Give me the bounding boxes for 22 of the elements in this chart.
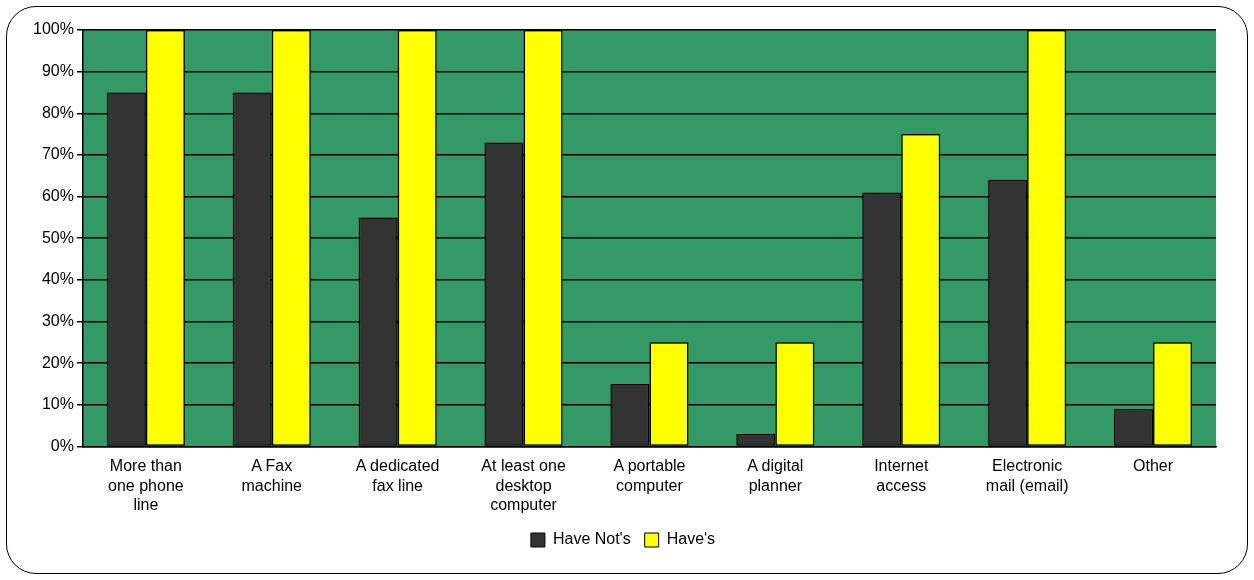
y-tick-label: 90% (41, 62, 74, 80)
y-tick-label: 20% (41, 353, 74, 371)
x-tick-label: At least one desktop computer (481, 457, 566, 513)
y-tick-label: 100% (33, 20, 74, 38)
x-tick-label: Other (1133, 457, 1174, 475)
legend-label: Have's (666, 530, 716, 548)
x-tick-label: Internet access (874, 457, 929, 494)
x-tick-label: A dedicated fax line (355, 457, 440, 494)
y-tick-label: 10% (41, 395, 74, 413)
x-tick-label: More than one phone line (108, 457, 184, 513)
x-tick-label: A portable computer (613, 457, 686, 494)
y-tick-label: 50% (41, 228, 74, 246)
y-tick-label: 60% (41, 186, 74, 204)
y-tick-label: 0% (50, 436, 74, 454)
y-tick-label: 70% (41, 145, 74, 163)
legend-label: Have Not's (552, 530, 631, 548)
x-tick-label: Electronic mail (email) (985, 457, 1069, 494)
y-tick-label: 30% (41, 311, 74, 329)
x-tick-label: A digital planner (747, 457, 804, 494)
x-tick-label: A Fax machine (241, 457, 303, 494)
y-tick-label: 80% (41, 103, 74, 121)
y-tick-label: 40% (41, 270, 74, 288)
